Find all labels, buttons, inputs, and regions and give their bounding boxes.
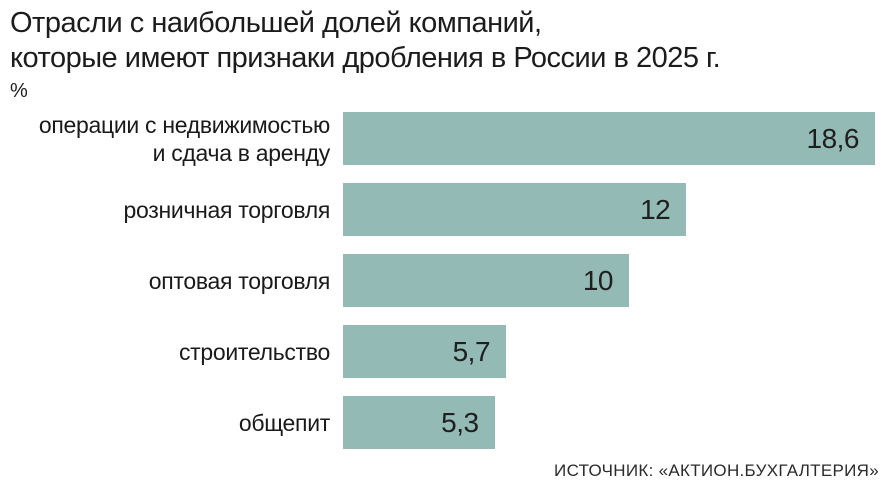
chart-row: розничная торговля 12 [0, 183, 887, 236]
chart-title-line-1: Отрасли с наибольшей долей компаний, [10, 7, 542, 39]
category-label: операции с недвижимостью и сдача в аренд… [38, 111, 330, 166]
category-label: розничная торговля [123, 196, 331, 223]
bar-chart: операции с недвижимостью и сдача в аренд… [0, 112, 887, 449]
bar: 5,7 [343, 325, 507, 378]
chart-row: общепит 5,3 [0, 396, 887, 449]
bar: 5,3 [343, 396, 495, 449]
chart-row: строительство 5,7 [0, 325, 887, 378]
unit-label: % [10, 80, 28, 102]
value-label: 5,3 [441, 406, 479, 438]
bar-track: 12 [343, 183, 887, 236]
chart-row: оптовая торговля 10 [0, 254, 887, 307]
bar-track: 10 [343, 254, 887, 307]
category-label: общепит [238, 409, 330, 436]
value-label: 10 [582, 264, 614, 296]
bar: 10 [343, 254, 630, 307]
chart-row: операции с недвижимостью и сдача в аренд… [0, 111, 887, 166]
bar-track: 5,7 [343, 325, 887, 378]
bar: 18,6 [343, 112, 875, 165]
chart-title: Отрасли с наибольшей долей компаний, кот… [10, 6, 721, 76]
value-label: 12 [640, 193, 671, 225]
chart-title-line-2: которые имеют признаки дробления в Росси… [10, 42, 721, 74]
value-label: 18,6 [806, 122, 860, 154]
bar: 12 [343, 183, 687, 236]
category-label: оптовая торговля [148, 267, 331, 294]
value-label: 5,7 [452, 335, 491, 367]
bar-track: 18,6 [343, 112, 887, 165]
bar-track: 5,3 [343, 396, 887, 449]
source-label: ИСТОЧНИК: «АКТИОН.БУХГАЛТЕРИЯ» [554, 461, 879, 480]
category-label: строительство [178, 338, 330, 365]
